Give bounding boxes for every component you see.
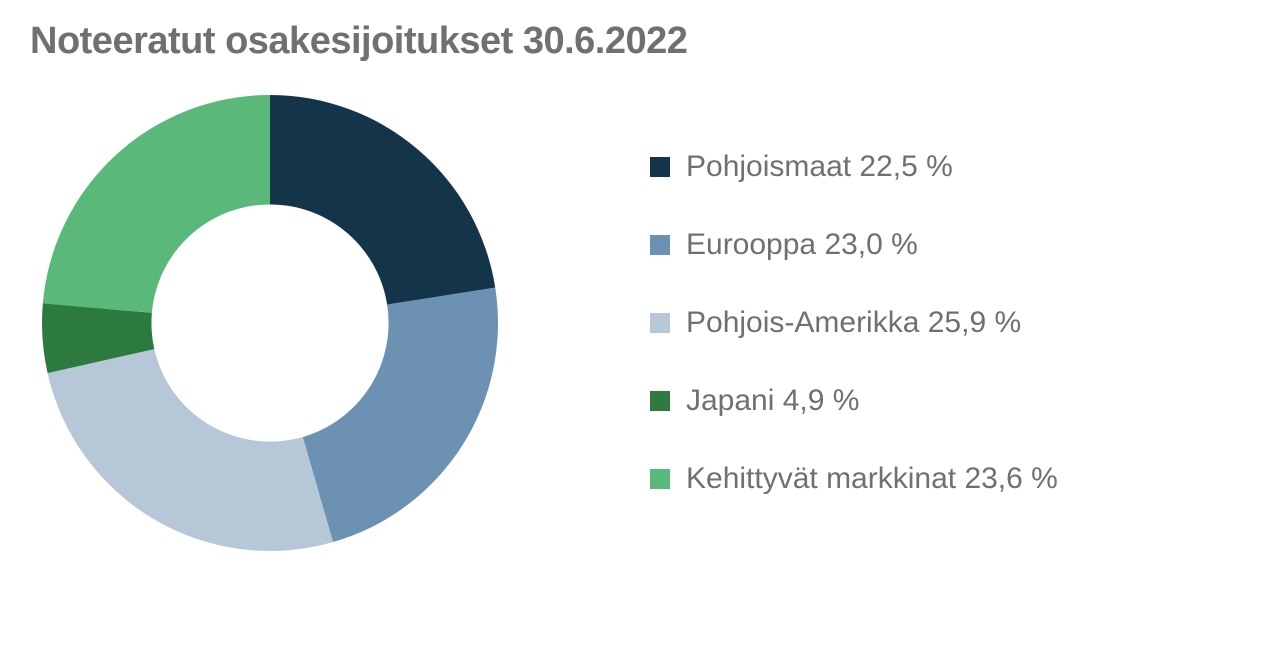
donut-slice — [303, 288, 498, 542]
donut-slice — [270, 95, 495, 305]
legend-item: Eurooppa 23,0 % — [650, 228, 1058, 262]
legend-item: Japani 4,9 % — [650, 384, 1058, 418]
legend-swatch — [650, 313, 670, 333]
legend-swatch — [650, 235, 670, 255]
donut-slice — [48, 349, 333, 551]
donut-chart — [30, 83, 510, 563]
chart-content-row: Pohjoismaat 22,5 % Eurooppa 23,0 % Pohjois… — [30, 83, 1268, 563]
legend-label: Eurooppa 23,0 % — [686, 228, 918, 262]
chart-container: Noteeratut osakesijoitukset 30.6.2022 Po… — [0, 0, 1288, 672]
legend-label: Japani 4,9 % — [686, 384, 859, 418]
legend-label: Kehittyvät markkinat 23,6 % — [686, 462, 1058, 496]
legend-swatch — [650, 391, 670, 411]
legend-item: Kehittyvät markkinat 23,6 % — [650, 462, 1058, 496]
donut-slice — [43, 95, 270, 313]
legend-swatch — [650, 157, 670, 177]
chart-title: Noteeratut osakesijoitukset 30.6.2022 — [30, 20, 1268, 63]
legend-item: Pohjoismaat 22,5 % — [650, 150, 1058, 184]
legend-swatch — [650, 469, 670, 489]
legend-label: Pohjois-Amerikka 25,9 % — [686, 306, 1021, 340]
chart-legend: Pohjoismaat 22,5 % Eurooppa 23,0 % Pohjois… — [650, 150, 1058, 496]
legend-label: Pohjoismaat 22,5 % — [686, 150, 953, 184]
legend-item: Pohjois-Amerikka 25,9 % — [650, 306, 1058, 340]
